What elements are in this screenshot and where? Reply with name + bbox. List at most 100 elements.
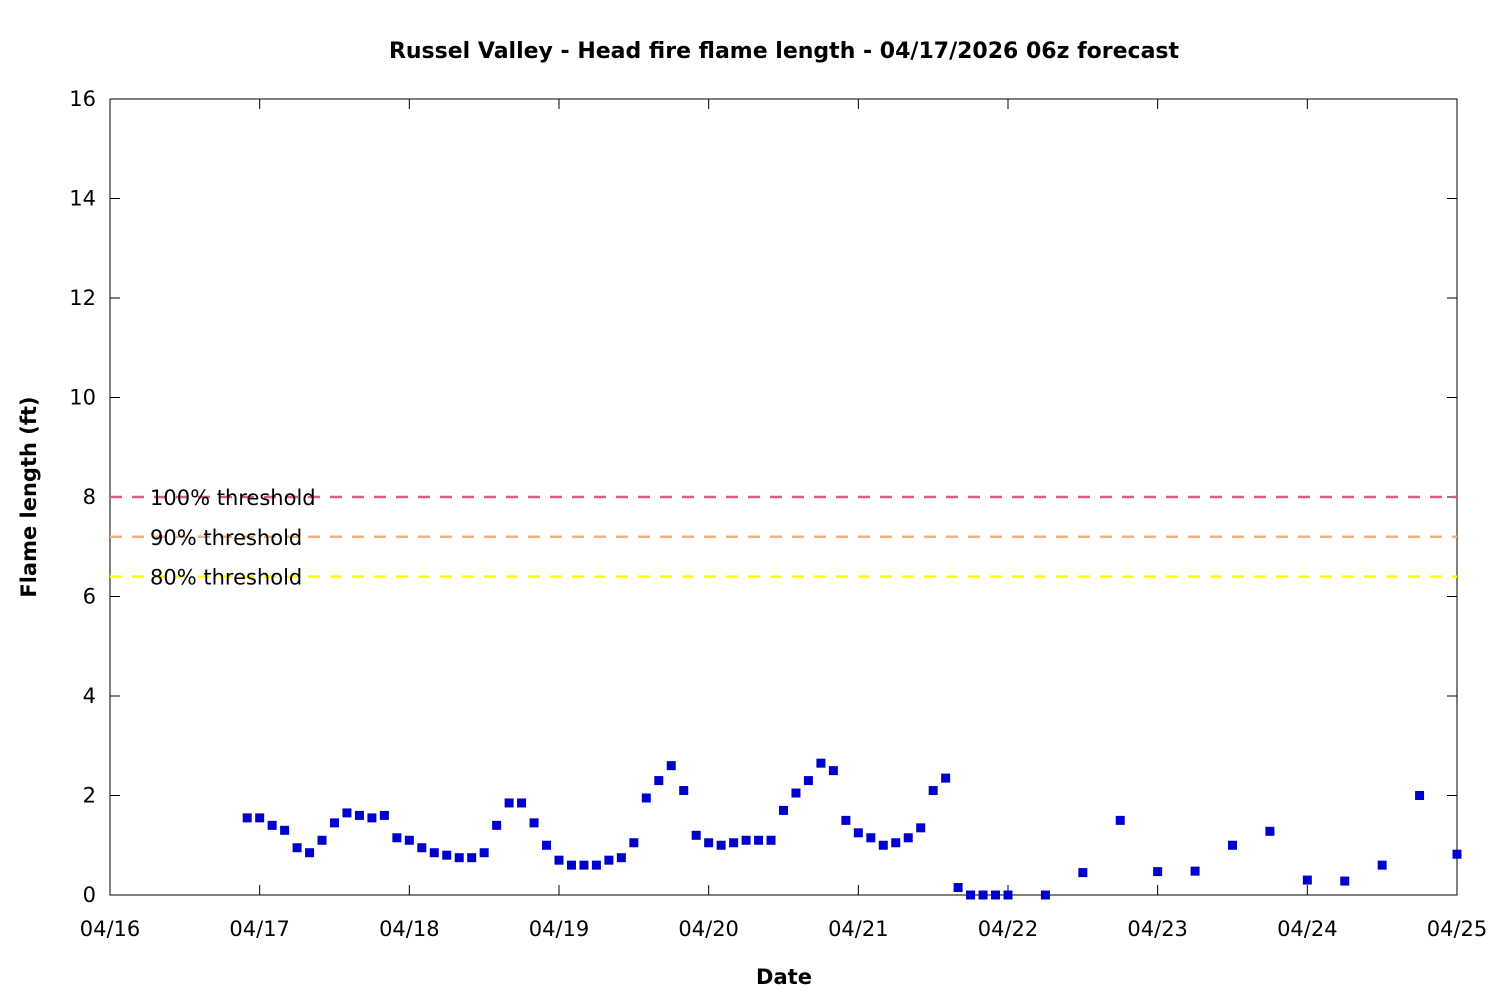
data-point [1302, 875, 1312, 885]
data-point [1228, 840, 1237, 850]
data-point [442, 850, 452, 860]
data-point [330, 818, 339, 828]
data-point [803, 776, 813, 786]
data-point [354, 810, 364, 820]
data-point [479, 848, 489, 858]
data-point [554, 855, 564, 865]
data-point [941, 773, 951, 783]
data-point [1190, 866, 1200, 876]
data-point [966, 890, 976, 900]
x-tick-label: 04/19 [529, 917, 590, 941]
data-point [991, 890, 1001, 900]
x-tick-label: 04/16 [80, 917, 141, 941]
data-point [791, 788, 801, 798]
data-point [579, 860, 589, 870]
data-point [828, 766, 838, 776]
data-point [716, 840, 726, 850]
data-point [404, 835, 414, 845]
y-tick-label: 6 [83, 585, 96, 609]
threshold-lines: 100% threshold 90% threshold 80% threshold [110, 486, 1457, 590]
y-tick-labels: 0 2 4 6 8 10 12 14 16 [69, 87, 96, 907]
data-point [1452, 849, 1462, 859]
x-tick-label: 04/23 [1127, 917, 1188, 941]
y-tick-label: 2 [83, 784, 96, 808]
data-point [367, 813, 377, 823]
data-point [292, 843, 302, 853]
x-axis-label: Date [756, 965, 812, 989]
data-point [1003, 890, 1013, 900]
data-point [666, 761, 676, 771]
y-tick-label: 4 [83, 684, 96, 708]
data-point [704, 838, 714, 848]
data-point [1115, 815, 1125, 825]
data-point [504, 798, 514, 808]
y-tick-label: 14 [69, 187, 96, 211]
data-point [492, 820, 502, 830]
data-point [566, 860, 576, 870]
data-point [766, 835, 776, 845]
data-point [841, 815, 851, 825]
data-point [392, 833, 402, 843]
data-point [379, 810, 389, 820]
data-point [654, 776, 664, 786]
data-point [1078, 868, 1088, 878]
data-point [691, 830, 701, 840]
data-point [529, 818, 539, 828]
data-point [1340, 876, 1350, 886]
x-tick-label: 04/24 [1277, 917, 1338, 941]
data-point [305, 848, 315, 858]
data-point [629, 838, 639, 848]
data-point [280, 825, 290, 835]
y-tick-label: 12 [69, 286, 96, 310]
y-axis-label: Flame length (ft) [17, 396, 41, 597]
threshold-label: 80% threshold [150, 566, 302, 590]
data-point [916, 823, 926, 833]
x-tick-labels: 04/16 04/17 04/18 04/19 04/20 04/21 04/22 04/23… [80, 917, 1488, 941]
data-point [429, 848, 439, 858]
x-tick-label: 04/25 [1427, 917, 1488, 941]
data-point [342, 808, 352, 818]
data-point [729, 838, 739, 848]
data-point [1265, 826, 1275, 836]
data-point [591, 860, 601, 870]
y-tick-label: 16 [69, 87, 96, 111]
data-point [641, 793, 651, 803]
data-point [978, 890, 988, 900]
x-tick-label: 04/18 [379, 917, 440, 941]
data-point [741, 835, 751, 845]
data-point [1153, 867, 1163, 877]
x-tick-label: 04/20 [678, 917, 739, 941]
chart-title: Russel Valley - Head fire flame length -… [389, 39, 1180, 64]
data-point [467, 853, 477, 863]
data-point [1377, 860, 1387, 870]
data-point [616, 853, 626, 863]
y-tick-label: 0 [83, 883, 96, 907]
data-point [878, 840, 888, 850]
x-tick-label: 04/22 [978, 917, 1039, 941]
data-point [454, 853, 464, 863]
x-tick-label: 04/17 [229, 917, 290, 941]
threshold-label: 100% threshold [150, 486, 316, 510]
data-point [255, 813, 265, 823]
data-point [679, 786, 689, 796]
data-point [953, 883, 963, 893]
data-point [754, 835, 764, 845]
data-point [317, 835, 327, 845]
data-point [928, 786, 938, 796]
data-point [853, 828, 863, 838]
x-tick-label: 04/21 [828, 917, 889, 941]
data-point [604, 855, 614, 865]
data-point [816, 758, 826, 768]
data-point [242, 813, 252, 823]
data-point [1040, 890, 1050, 900]
data-point [517, 798, 527, 808]
data-points [242, 758, 1462, 900]
data-point [267, 820, 277, 830]
data-point [542, 840, 552, 850]
data-point [1415, 791, 1425, 800]
data-point [891, 838, 901, 848]
y-tick-label: 10 [69, 386, 96, 410]
data-point [417, 843, 427, 853]
y-tick-label: 8 [83, 485, 96, 509]
